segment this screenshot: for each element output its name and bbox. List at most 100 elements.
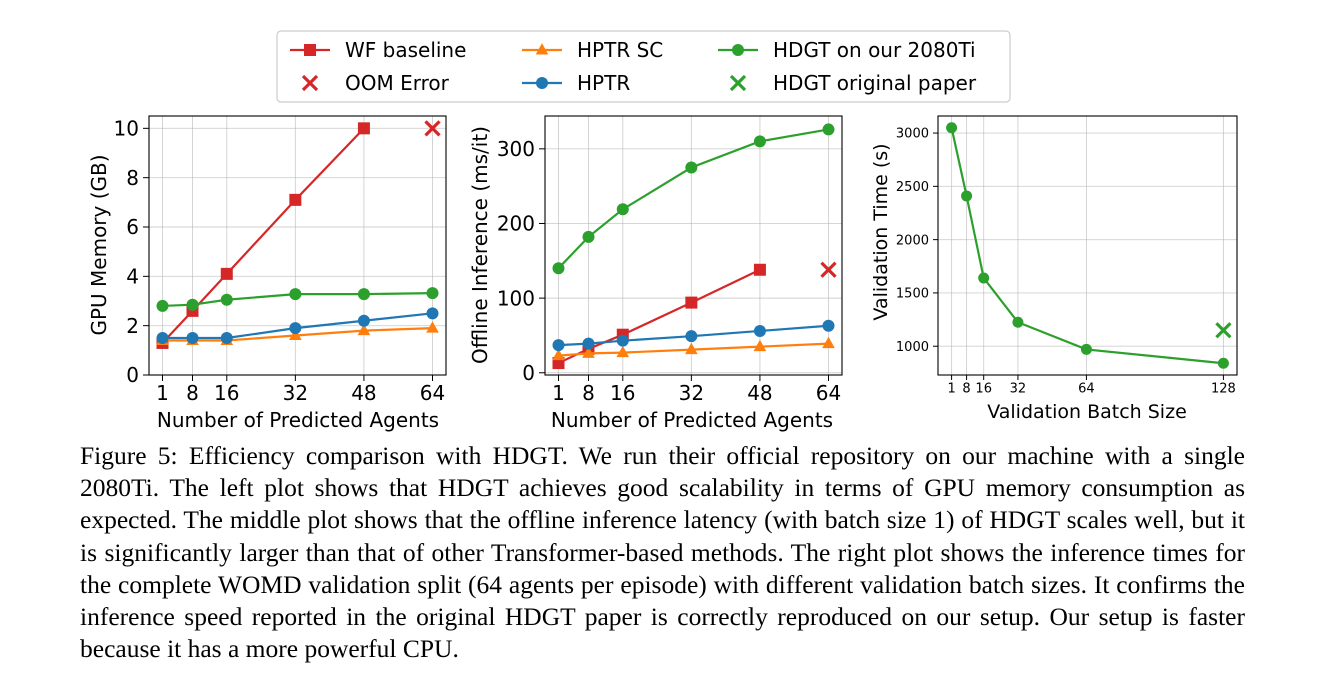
data-point: [289, 288, 302, 301]
data-point: [582, 337, 595, 350]
y-tick-label: 4: [126, 265, 139, 289]
legend: WF baseline OOM Error HPTR SC HPTR HDGT on o…: [276, 30, 1011, 103]
legend-marker: [301, 74, 319, 92]
data-point: [426, 307, 439, 320]
x-tick-label: 48: [351, 381, 376, 405]
validation-chart: Validation Time (s) Validation Batch Siz…: [870, 115, 1238, 423]
plot-frame: [937, 115, 1238, 376]
data-point: [357, 288, 370, 301]
plot-frame: [148, 115, 447, 376]
data-point: [357, 323, 371, 336]
x-tick-label: 1: [947, 381, 955, 396]
data-point: [357, 314, 370, 327]
data-point: [552, 262, 565, 275]
x-tick-label: 16: [214, 381, 239, 405]
data-point: [616, 334, 629, 347]
data-point: [220, 332, 233, 344]
data-point: [289, 322, 302, 335]
y-tick-label: 6: [126, 215, 139, 239]
validation-chart-xlabel: Validation Batch Size: [987, 401, 1187, 423]
legend-item: OOM Error: [301, 71, 450, 95]
data-point: [289, 328, 302, 341]
data-point: [978, 272, 990, 284]
y-tick-label: 1500: [896, 287, 929, 302]
x-tick-label: 64: [1078, 381, 1095, 396]
memory-chart-ylabel: GPU Memory (GB): [87, 154, 111, 335]
data-point: [753, 339, 767, 352]
x-tick-label: 8: [186, 381, 199, 405]
data-point: [426, 287, 439, 300]
series: [552, 123, 835, 275]
series: [946, 122, 1229, 369]
y-tick-label: 2000: [896, 233, 929, 248]
data-point: [685, 161, 698, 174]
y-tick-label: 0: [522, 361, 535, 385]
legend-marker: [535, 43, 549, 55]
series-line: [557, 128, 829, 270]
data-point: [753, 135, 766, 148]
y-tick-label: 200: [497, 212, 535, 236]
x-tick-label: 16: [975, 381, 992, 396]
data-point: [822, 123, 835, 136]
validation-chart-ylabel: Validation Time (s): [870, 143, 892, 320]
data-point: [582, 230, 595, 243]
y-tick-label: 0: [126, 363, 139, 387]
data-point: [220, 267, 233, 280]
legend-frame: [276, 30, 1011, 103]
x-tick-label: 8: [962, 381, 970, 396]
figure-caption: Figure 5: Efficiency comparison with HDG…: [80, 441, 1245, 664]
legend-label: HDGT on our 2080Ti: [773, 38, 976, 62]
legend-marker: [536, 77, 548, 89]
data-point: [1012, 316, 1024, 328]
x-tick-label: 8: [582, 381, 595, 405]
data-point: [357, 122, 370, 135]
series: [156, 122, 370, 349]
inference-chart: Offline Inference (ms/it) Number of Pred…: [468, 115, 843, 432]
series: [552, 336, 835, 361]
data-point: [552, 348, 565, 361]
data-point: [616, 203, 629, 216]
y-tick-label: 3000: [896, 127, 929, 142]
data-point: [186, 332, 199, 344]
data-point: [186, 298, 199, 311]
series: [156, 287, 439, 312]
series: [424, 120, 441, 137]
data-point: [616, 345, 630, 358]
data-point: [822, 319, 835, 332]
data-point: [822, 336, 835, 349]
series-line: [558, 342, 829, 357]
data-point: [424, 120, 441, 137]
x-tick-label: 64: [420, 381, 445, 405]
legend-marker: [729, 74, 747, 92]
inference-chart-ylabel: Offline Inference (ms/it): [468, 126, 492, 364]
data-point: [156, 299, 169, 312]
data-point: [582, 346, 595, 358]
legend-item: HDGT on our 2080Ti: [718, 38, 976, 62]
legend-item: WF baseline: [290, 38, 466, 62]
series: [156, 307, 439, 344]
data-point: [753, 263, 766, 276]
data-point: [1217, 357, 1229, 369]
y-tick-label: 300: [497, 137, 535, 161]
memory-chart: GPU Memory (GB) Number of Predicted Agen…: [87, 115, 447, 432]
x-tick-label: 1: [156, 381, 169, 405]
x-tick-label: 16: [610, 381, 635, 405]
y-tick-label: 8: [126, 166, 139, 190]
legend-marker: [304, 44, 316, 56]
data-point: [552, 339, 565, 352]
y-tick-label: 1000: [896, 340, 929, 355]
y-tick-label: 100: [497, 286, 535, 310]
data-point: [685, 342, 698, 355]
series: [1215, 322, 1232, 339]
x-tick-label: 32: [679, 381, 704, 405]
data-point: [685, 330, 698, 343]
data-point: [685, 296, 698, 309]
x-tick-label: 128: [1211, 381, 1236, 396]
series-line: [950, 127, 1224, 365]
figure: WF baseline OOM Error HPTR SC HPTR HDGT on o…: [87, 30, 1238, 432]
legend-label: OOM Error: [345, 71, 450, 95]
inference-chart-xlabel: Number of Predicted Agents: [551, 408, 833, 432]
x-tick-label: 32: [283, 381, 308, 405]
series: [552, 319, 835, 352]
legend-label: WF baseline: [345, 38, 466, 62]
